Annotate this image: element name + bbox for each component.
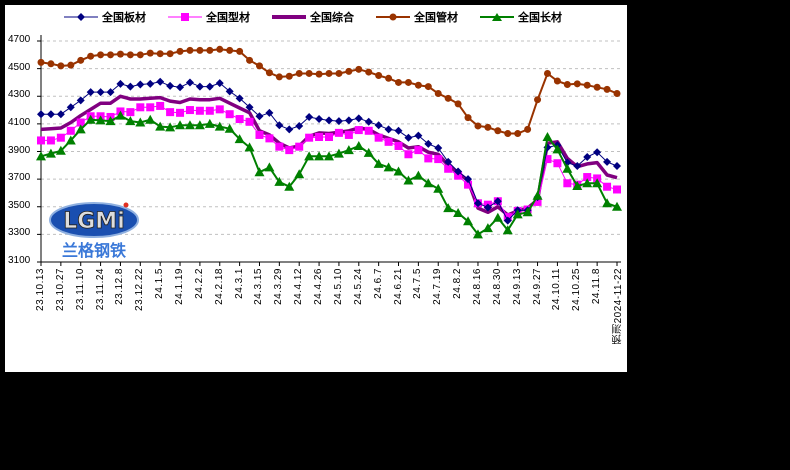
x-tick-label: 23.10.13 bbox=[35, 268, 46, 311]
legend-label: 全国管材 bbox=[414, 11, 458, 24]
x-tick-label: 24.10.11 bbox=[551, 268, 563, 311]
legend-item-composite: 全国综合 bbox=[272, 9, 354, 25]
x-tick-label: 24.5.24 bbox=[352, 268, 364, 305]
x-tick-label: 24.8.2 bbox=[452, 268, 464, 299]
legend-label: 全国型材 bbox=[206, 11, 250, 24]
x-tick-label: 24.4.26 bbox=[313, 268, 325, 305]
square-marker-icon bbox=[168, 13, 202, 21]
legend-item-pipe: 全国管材 bbox=[376, 9, 458, 25]
axes bbox=[40, 35, 621, 266]
legend-item-long: 全国长材 bbox=[480, 9, 562, 25]
x-tick-label: 24.3.1 bbox=[233, 268, 245, 299]
legend-label: 全国长材 bbox=[518, 11, 562, 24]
x-tick-label: 23.12.8 bbox=[114, 268, 126, 305]
x-tick-label: 24.3.15 bbox=[253, 268, 265, 305]
x-tick-label: 24.8.16 bbox=[471, 268, 483, 305]
x-tick-label: 23.11.10 bbox=[74, 268, 86, 311]
logo-icon: LGMi 兰格钢铁 bbox=[49, 202, 139, 260]
x-tick-label: 24.3.29 bbox=[273, 268, 285, 305]
y-tick-label: 4700 bbox=[8, 34, 31, 45]
x-tick-label: 24.5.10 bbox=[332, 268, 344, 305]
lgmi-logo: LGMi 兰格钢铁 bbox=[48, 200, 140, 262]
x-tick-label: 24.8.30 bbox=[491, 268, 503, 305]
x-tick-label: 24.6.21 bbox=[392, 268, 404, 305]
series-layer bbox=[36, 45, 622, 239]
y-tick-label: 3100 bbox=[8, 255, 31, 266]
x-tick-label: 23.11.24 bbox=[94, 268, 106, 311]
x-tick-label: 预测2024-11-22 bbox=[613, 268, 624, 345]
diamond-marker-icon bbox=[64, 13, 98, 21]
legend-item-plate: 全国板材 bbox=[64, 9, 146, 25]
x-tick-label: 24.10.25 bbox=[571, 268, 583, 311]
x-tick-label: 24.7.5 bbox=[412, 268, 424, 299]
svg-text:兰格钢铁: 兰格钢铁 bbox=[62, 241, 126, 260]
x-tick-label: 24.1.19 bbox=[174, 268, 186, 305]
legend-label: 全国综合 bbox=[310, 11, 354, 24]
x-tick-label: 23.10.27 bbox=[54, 268, 66, 311]
x-tick-label: 24.7.19 bbox=[432, 268, 444, 305]
circle-marker-icon bbox=[376, 13, 410, 21]
x-tick-label: 24.2.2 bbox=[193, 268, 205, 299]
x-tick-label: 24.1.5 bbox=[154, 268, 166, 299]
x-tick-label: 24.9.27 bbox=[531, 268, 543, 305]
y-tick-label: 3300 bbox=[8, 227, 31, 239]
x-tick-label: 24.6.7 bbox=[372, 268, 384, 299]
legend: 全国板材 全国型材 全国综合 全国管材 全国长材 bbox=[64, 9, 584, 25]
y-tick-label: 3500 bbox=[8, 199, 31, 211]
x-tick-label: 24.9.13 bbox=[511, 268, 523, 305]
series-4 bbox=[36, 110, 622, 239]
x-tick-label: 24.2.18 bbox=[213, 268, 225, 305]
series-3 bbox=[37, 45, 621, 138]
triangle-marker-icon bbox=[480, 13, 514, 21]
x-tick-label: 24.11.8 bbox=[591, 268, 603, 305]
chart-panel bbox=[5, 5, 627, 372]
y-tick-label: 4500 bbox=[8, 61, 31, 73]
gridlines bbox=[37, 40, 622, 263]
legend-item-section: 全国型材 bbox=[168, 9, 250, 25]
y-tick-label: 4100 bbox=[8, 116, 31, 128]
x-tick-label: 23.12.22 bbox=[134, 268, 146, 311]
y-tick-label: 4300 bbox=[8, 89, 31, 101]
y-tick-label: 3900 bbox=[8, 144, 31, 156]
y-tick-label: 3700 bbox=[8, 172, 31, 184]
legend-label: 全国板材 bbox=[102, 11, 146, 24]
x-tick-label: 24.4.12 bbox=[293, 268, 305, 305]
thick-line-icon bbox=[272, 15, 306, 19]
svg-text:LGMi: LGMi bbox=[63, 209, 125, 234]
